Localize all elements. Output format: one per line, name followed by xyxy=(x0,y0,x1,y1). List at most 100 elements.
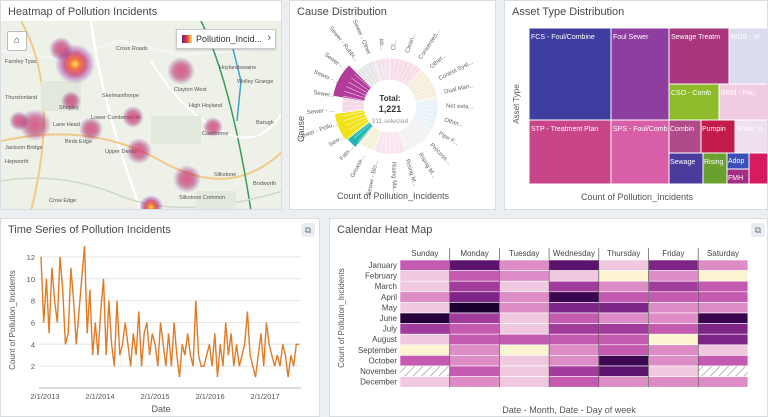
cal-cell xyxy=(449,333,500,346)
ts-ytick-label: 6 xyxy=(31,318,35,327)
pie-slice-divider xyxy=(344,90,366,99)
calendar-heatmap[interactable]: Count of Pollution_Incidents Sunday Monda… xyxy=(330,238,768,417)
cal-day-label: Tuesday xyxy=(509,249,539,258)
cal-cell xyxy=(548,270,600,282)
cal-xlabel: Date - Month, Date - Day of week xyxy=(502,405,636,415)
chevron-right-icon[interactable]: › xyxy=(267,32,271,44)
pie-slice-divider xyxy=(397,60,406,82)
pie-slice-divider xyxy=(365,128,378,148)
cal-day-label: Friday xyxy=(662,249,684,258)
cal-cell xyxy=(399,291,451,303)
heat-spot xyxy=(126,138,152,164)
cal-cell xyxy=(449,323,500,335)
pie-total-label: Total: xyxy=(379,94,400,103)
treemap-cell-label: FCS - Foul/Combine xyxy=(531,34,595,41)
pie-slice-divider xyxy=(361,67,375,86)
ts-series-line xyxy=(40,245,299,378)
cal-cell xyxy=(548,302,600,314)
heatmap-map[interactable]: Farnley Tyas Cross Roads Hoylandswaine T… xyxy=(1,21,282,210)
cause-card: Cause Distribution Cause Total: 1,221 31… xyxy=(289,0,496,210)
map-label-barugh: Barugh xyxy=(256,120,274,126)
cal-cell xyxy=(598,333,649,346)
cal-cell xyxy=(648,344,699,356)
asset-treemap[interactable]: Asset Type FCS - Foul/Combine Foul Sewer… xyxy=(505,19,768,209)
heatmap-legend[interactable]: Pollution_Incid... › xyxy=(176,29,276,49)
heat-spot xyxy=(173,165,201,193)
cause-donut-chart[interactable]: Cause Total: 1,221 311 selected Sewer - … xyxy=(290,19,496,209)
heat-spot xyxy=(122,106,144,128)
pie-slice-divider xyxy=(410,77,429,91)
pie-slice-divider xyxy=(342,95,365,101)
pie-slice-divider xyxy=(342,111,365,117)
ts-ytick-label: 10 xyxy=(27,275,35,284)
treemap-cell-label: FMH xyxy=(728,175,743,182)
pie-slices xyxy=(332,57,439,155)
cal-cell xyxy=(598,291,649,303)
heatmap-card: Heatmap of Pollution Incidents xyxy=(0,0,282,210)
cal-month-label: April xyxy=(381,293,397,302)
asset-xlabel: Count of Pollution_Incidents xyxy=(581,192,694,202)
pie-label: Control Syst... xyxy=(438,59,475,82)
treemap-cell xyxy=(668,83,720,121)
pie-total-value: 1,221 xyxy=(379,104,402,114)
cal-cell xyxy=(499,302,550,314)
cal-cell xyxy=(548,323,600,335)
pie-slice-divider xyxy=(402,64,415,84)
map-label-skelmanthorpe: Skelmanthorpe xyxy=(102,93,139,99)
pie-slice-divider xyxy=(392,131,396,154)
treemap-cell-label: Pumpin xyxy=(702,126,726,133)
treemap-cell xyxy=(700,119,736,154)
dataset-icon[interactable]: ⧉ xyxy=(301,223,315,237)
cal-cell xyxy=(399,259,451,271)
pie-label: Net esta... xyxy=(446,104,474,111)
treemap-cell xyxy=(668,119,702,154)
pie-slice-divider xyxy=(374,60,383,82)
pie-slice-divider xyxy=(370,62,380,83)
timeseries-chart[interactable]: Count of Pollution_Incidents 2 4 6 8 10 12 2/… xyxy=(1,238,320,417)
treemap-cell xyxy=(734,119,767,154)
pie-slice-divider xyxy=(415,95,438,101)
cal-cell xyxy=(449,302,500,314)
home-button[interactable]: ⌂ xyxy=(7,31,27,51)
cal-cell xyxy=(697,365,749,377)
pie-slice-divider xyxy=(402,128,415,148)
cal-cell xyxy=(499,291,550,303)
treemap-cell xyxy=(748,152,767,185)
pie-slice-divider xyxy=(395,131,401,154)
pie-label: Rising Ma... xyxy=(390,162,397,194)
cal-month-label: January xyxy=(369,261,397,270)
pie-label: Rising M... xyxy=(417,152,437,180)
treemap-cell-label: Sewage Treatm xyxy=(671,34,720,41)
cal-day-label: Sunday xyxy=(411,249,438,258)
pie-label: Other... xyxy=(443,118,464,129)
cal-cell xyxy=(548,291,600,303)
map-label-lower-cumberworth: Lower Cumberworth xyxy=(91,115,141,121)
cal-cell xyxy=(399,323,451,335)
treemap-cell-label: Sewage xyxy=(670,159,695,166)
cal-cell xyxy=(697,376,749,388)
cal-cell xyxy=(648,280,699,293)
cal-cell xyxy=(648,365,699,377)
cal-month-label: February xyxy=(365,272,397,281)
map-label-hoylandswaine: Hoylandswaine xyxy=(219,65,256,71)
pie-slice-divider xyxy=(405,126,419,145)
cal-cell xyxy=(648,270,699,282)
asset-card: Asset Type Distribution Asset Type FCS -… xyxy=(504,0,768,210)
legend-swatch xyxy=(182,35,192,43)
cal-cell xyxy=(697,344,749,356)
pie-slice-divider xyxy=(379,58,385,81)
ts-ylabel: Count of Pollution_Incidents xyxy=(8,270,17,370)
pie-selected-text: 311 selected xyxy=(372,118,409,125)
cal-month-label: August xyxy=(372,335,398,344)
pie-slice-divider xyxy=(395,58,401,81)
cal-cell xyxy=(697,280,749,293)
cal-cell xyxy=(449,312,500,324)
pie-label: Sewer - ... xyxy=(313,69,341,85)
cal-cell xyxy=(499,312,550,324)
pie-slice-divider xyxy=(400,129,410,150)
cause-ylabel: Cause xyxy=(296,116,306,142)
cal-cell xyxy=(499,344,550,356)
pie-slice-divider xyxy=(412,118,432,131)
dataset-icon[interactable]: ⧉ xyxy=(751,223,765,237)
ts-xtick-label: 2/1/2015 xyxy=(140,392,169,401)
